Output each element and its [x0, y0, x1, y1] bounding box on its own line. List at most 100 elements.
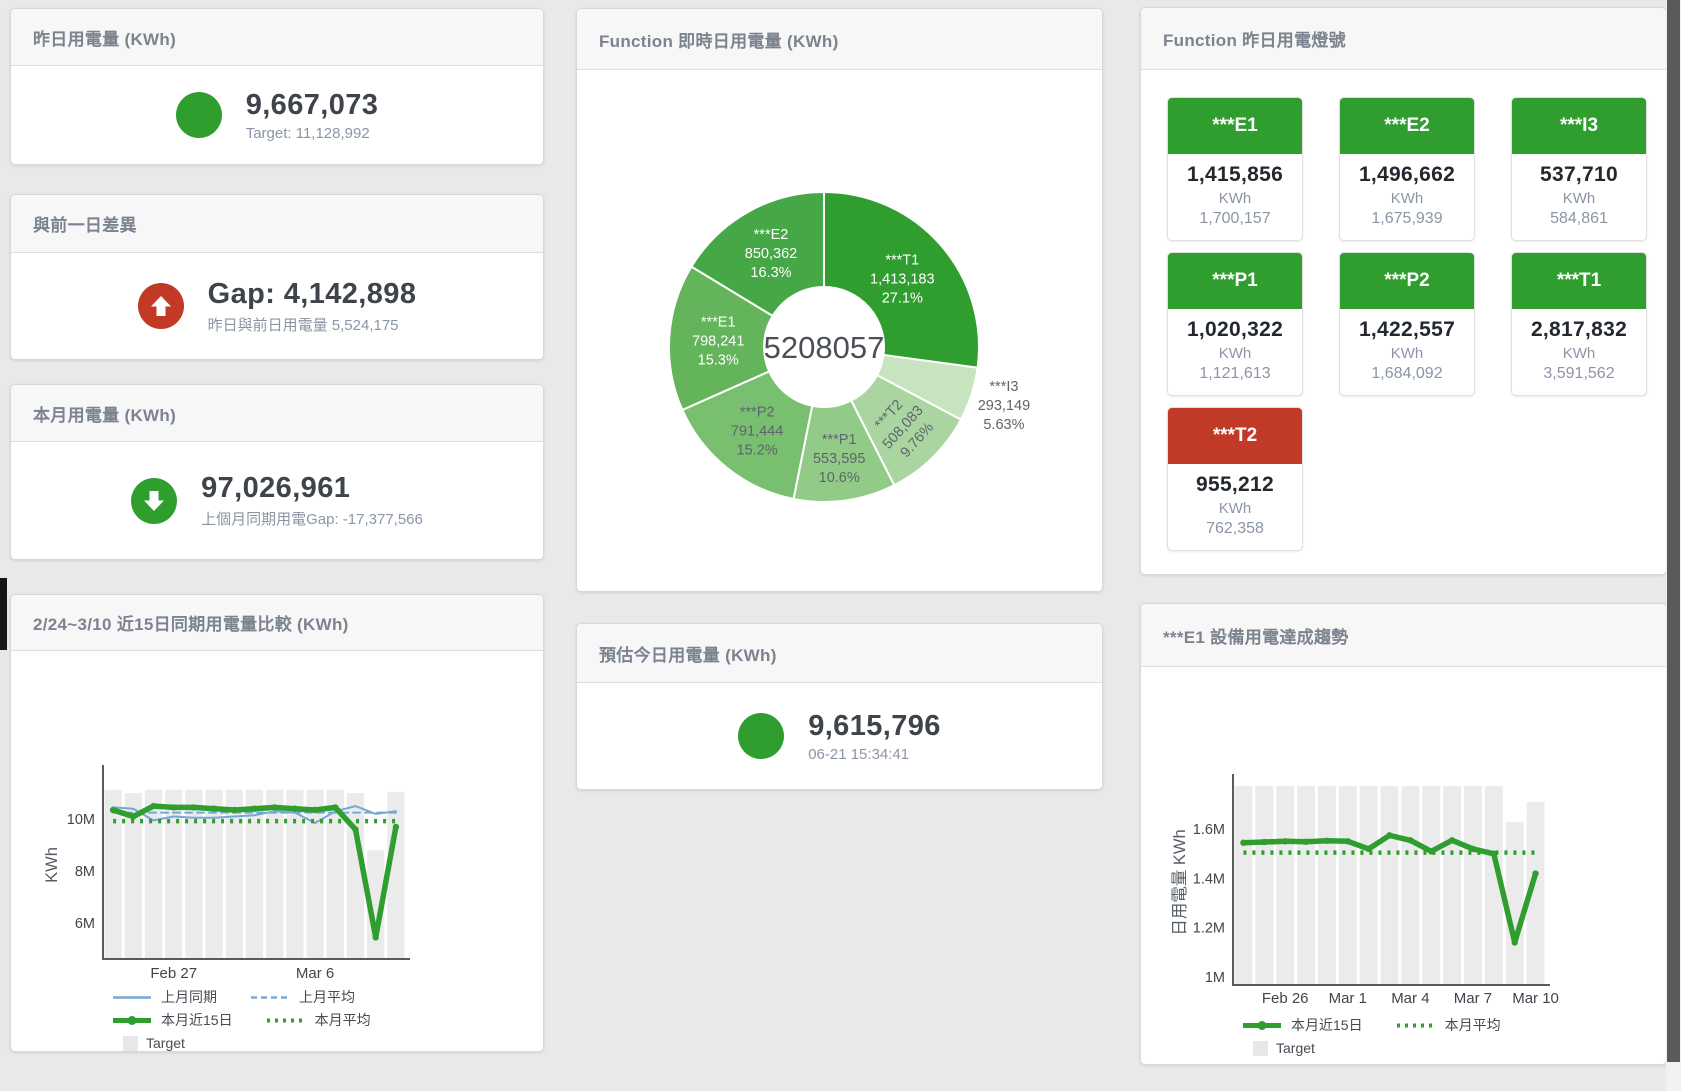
legend-swatch-box: [123, 1035, 138, 1051]
legend-item-本月平均[interactable]: 本月平均: [1395, 1015, 1501, 1035]
status-card-label: ***E1: [1168, 98, 1302, 154]
panel-yesterday-usage: 昨日用電量 (KWh) 9,667,073 Target: 11,128,992: [10, 8, 544, 165]
legend-swatch-line: [251, 995, 289, 999]
series-marker: [130, 813, 137, 820]
y-axis-title: KWh: [43, 847, 61, 883]
status-card-target: 1,684,092: [1371, 365, 1443, 382]
donut-slice-E2[interactable]: [690, 190, 825, 318]
arrow-up-icon: [137, 283, 184, 329]
target-bar: [124, 793, 142, 959]
status-card-value: 1,496,662: [1358, 163, 1456, 186]
donut-chart[interactable]: ***T1 1,413,183 27.1%***I3 293,149 5.63%***T…: [577, 70, 1102, 591]
legend-item-本月近15日[interactable]: 本月近15日: [1241, 1015, 1363, 1035]
status-card-target: 3,591,562: [1543, 365, 1615, 382]
y-axis-title: 日用電量 KWh: [1171, 829, 1189, 935]
status-card-body: 537,710 KWh 584,861: [1512, 154, 1646, 240]
series-marker: [392, 823, 400, 831]
target-bar: [185, 789, 203, 959]
series-marker: [210, 805, 218, 812]
panel-estimated-today: 預估今日用電量 (KWh) 9,615,796 06-21 15:34:41: [576, 623, 1103, 790]
panel-15day-comparison: 2/24~3/10 近15日同期用電量比較 (KWh) 6M 8M 10M KWh Fe…: [10, 594, 544, 1052]
y-tick-label: 1.2M: [1193, 921, 1225, 937]
legend-item-上月平均[interactable]: 上月平均: [249, 987, 355, 1007]
panel-header[interactable]: 預估今日用電量 (KWh): [577, 624, 1102, 683]
y-tick-label: 1.6M: [1193, 822, 1225, 838]
target-bar: [1338, 786, 1357, 985]
status-card-label: ***T1: [1512, 253, 1646, 309]
panel-realtime-donut: Function 即時日用電量 (KWh) ***T1 1,413,183 27.1…: [576, 8, 1103, 592]
legend-item-上月同期[interactable]: 上月同期: [111, 987, 217, 1007]
stat-subtitle: 昨日與前日用電量 5,524,175: [207, 316, 399, 334]
status-card-grid: ***E1 1,415,856 KWh 1,700,157 ***E2 1,496,662…: [1167, 97, 1647, 551]
status-card-value: 1,422,557: [1358, 318, 1456, 341]
status-card-value: 537,710: [1539, 163, 1618, 186]
donut-slice-label: ***I3 293,149 5.63%: [978, 379, 1030, 433]
arrow-down-icon: [131, 477, 178, 524]
legend-item-本月平均[interactable]: 本月平均: [265, 1010, 371, 1030]
stat-subtitle: 06-21 15:34:41: [808, 745, 910, 763]
target-bar: [286, 789, 304, 959]
status-card-value: 2,817,832: [1530, 318, 1628, 341]
donut-slice-T1[interactable]: [823, 190, 980, 369]
series-marker: [231, 806, 238, 814]
status-card-P2: ***P2 1,422,557 KWh 1,684,092: [1339, 252, 1475, 396]
target-bar: [104, 789, 122, 959]
panel-header[interactable]: Function 昨日用電燈號: [1141, 8, 1666, 70]
series-marker: [291, 805, 299, 812]
status-card-I3: ***I3 537,710 KWh 584,861: [1511, 97, 1647, 241]
stat-value: 9,615,796: [808, 709, 941, 742]
series-marker: [1386, 832, 1393, 839]
series-marker: [271, 804, 278, 811]
series-marker: [1261, 838, 1268, 846]
x-tick-label: Mar 4: [1391, 990, 1429, 1007]
panel-header[interactable]: ***E1 設備用電達成趨勢: [1141, 604, 1666, 667]
panel-header[interactable]: 2/24~3/10 近15日同期用電量比較 (KWh): [11, 595, 543, 651]
legend-item-Target[interactable]: Target: [111, 1035, 185, 1051]
status-card-unit: KWh: [1218, 345, 1252, 362]
donut-slice-P2[interactable]: [681, 370, 814, 501]
scrollbar-track[interactable]: [1666, 0, 1681, 1091]
x-tick-label: Mar 7: [1454, 990, 1492, 1007]
donut-slice-label: ***P2 791,444 15.2%: [731, 405, 783, 459]
scrollbar-thumb[interactable]: [1667, 0, 1680, 1062]
comparison-line-chart[interactable]: 6M 8M 10M KWh Feb 27 Mar 6: [11, 651, 538, 983]
status-card-target: 1,121,613: [1199, 365, 1271, 382]
x-tick-label: Feb 27: [150, 965, 197, 982]
status-card-target: 762,358: [1206, 520, 1264, 537]
donut-slice-E1[interactable]: [668, 265, 775, 412]
stat-subtitle: 上個月同期用電Gap: -17,377,566: [201, 511, 423, 528]
series-marker: [1407, 837, 1414, 844]
legend-swatch-line: [113, 1015, 151, 1025]
donut-slice-label: ***E1 798,241 15.3%: [692, 314, 744, 368]
panel-header[interactable]: 本月用電量 (KWh): [11, 385, 543, 442]
target-bar: [266, 789, 284, 959]
status-card-target: 1,700,157: [1199, 210, 1271, 227]
y-tick-label: 6M: [75, 916, 95, 932]
status-card-label: ***P2: [1340, 253, 1474, 309]
window-edge-artifact: [0, 578, 7, 650]
panel-header[interactable]: Function 即時日用電量 (KWh): [577, 9, 1102, 70]
stat-value: Gap: 4,142,898: [207, 277, 417, 310]
panel-header[interactable]: 昨日用電量 (KWh): [11, 9, 543, 66]
target-bar: [1276, 786, 1295, 985]
target-bar: [387, 791, 405, 959]
legend-swatch-line: [1243, 1020, 1281, 1030]
legend-item-Target[interactable]: Target: [1241, 1040, 1315, 1056]
legend-swatch-line: [113, 995, 151, 999]
series-marker: [1532, 870, 1539, 877]
series-marker: [352, 826, 359, 833]
status-card-unit: KWh: [1218, 500, 1252, 517]
y-tick-label: 1.4M: [1193, 871, 1225, 887]
status-card-T1: ***T1 2,817,832 KWh 3,591,562: [1511, 252, 1647, 396]
x-tick-label: Mar 1: [1329, 990, 1367, 1007]
status-card-body: 1,020,322 KWh 1,121,613: [1168, 309, 1302, 395]
panel-title: 2/24~3/10 近15日同期用電量比較 (KWh): [33, 615, 349, 634]
panel-header[interactable]: 與前一日差異: [11, 195, 543, 253]
status-card-T2: ***T2 955,212 KWh 762,358: [1167, 407, 1303, 551]
target-bar: [367, 850, 385, 959]
legend-item-本月近15日[interactable]: 本月近15日: [111, 1010, 233, 1030]
series-marker: [1302, 838, 1310, 845]
target-bar: [346, 793, 365, 959]
series-marker: [1240, 839, 1247, 846]
